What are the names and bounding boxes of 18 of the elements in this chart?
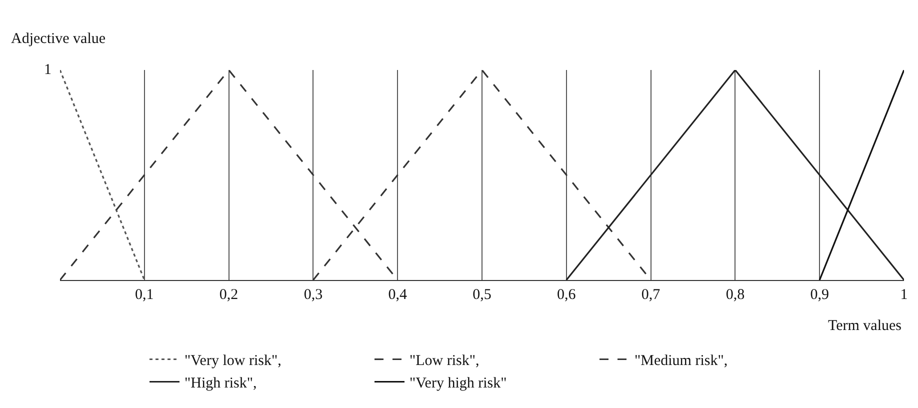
legend-label: "High risk", <box>184 376 257 392</box>
annotation: 1 <box>44 62 52 78</box>
x-axis-title: Term values <box>828 318 902 334</box>
x-tick-label: 0,3 <box>304 287 323 303</box>
x-tick-label: 1 <box>900 287 908 303</box>
x-tick-label: 0,8 <box>726 287 745 303</box>
x-tick-label: 0,1 <box>135 287 154 303</box>
legend-label: "Medium risk", <box>634 353 728 370</box>
y-axis-title: Adjective value <box>11 31 106 47</box>
x-tick-label: 0,2 <box>219 287 238 303</box>
x-tick-label: 0,4 <box>388 287 408 303</box>
x-tick-label: 0,9 <box>810 287 829 303</box>
legend-label: "Very low risk", <box>184 353 282 370</box>
legend-label: "Very high risk" <box>410 376 507 392</box>
x-tick-label: 0,7 <box>641 287 661 303</box>
legend-label: "Low risk", <box>410 353 480 370</box>
x-tick-label: 0,5 <box>472 287 492 303</box>
x-tick-label: 0,6 <box>557 287 576 303</box>
